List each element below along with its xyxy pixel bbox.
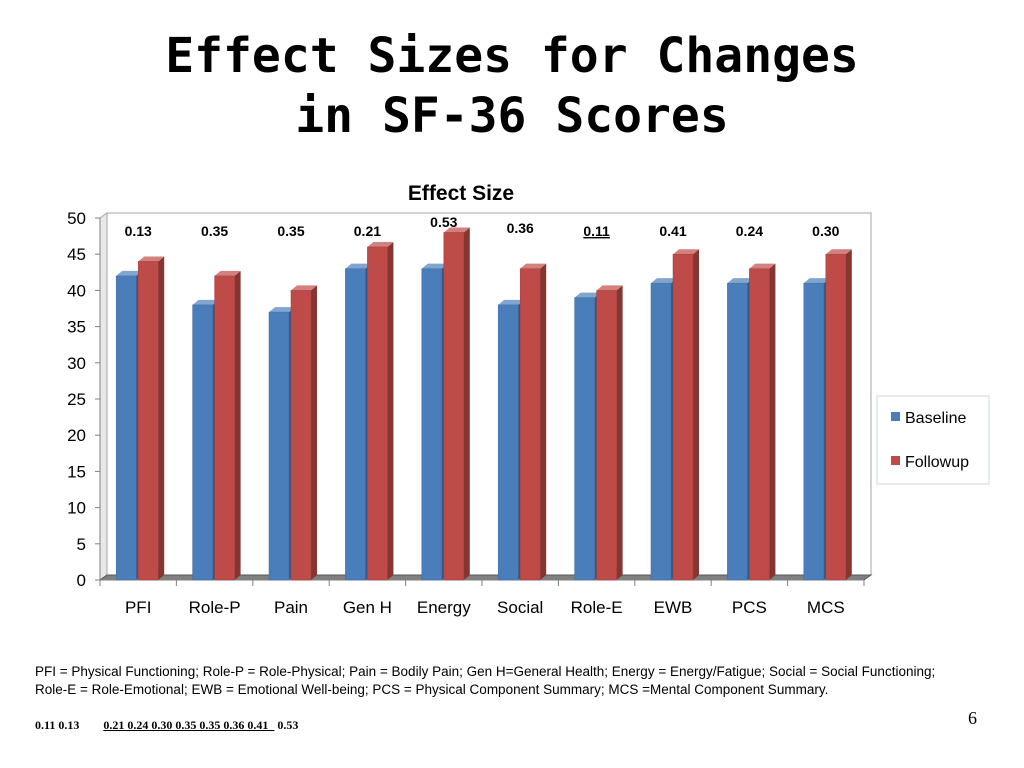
y-tick-label: 25: [67, 390, 86, 409]
footnote: PFI = Physical Functioning; Role-P = Rol…: [35, 664, 936, 697]
bar-top: [825, 249, 852, 255]
x-tick-label: Energy: [417, 598, 471, 617]
bar-followup: [367, 246, 388, 581]
slide-title-line-2: in SF-36 Scores: [295, 88, 729, 144]
bar-top: [138, 256, 165, 262]
effect-size-label: 0.35: [277, 223, 304, 239]
effect-size-label: 0.53: [430, 214, 457, 230]
bar-top: [192, 299, 219, 305]
bar-top: [749, 263, 776, 269]
effect-size-sorted-b: 0.21 0.24 0.30 0.35 0.35 0.36 0.41: [103, 718, 269, 732]
x-tick-label: Gen H: [343, 598, 392, 617]
bar-followup: [596, 290, 617, 581]
bar-baseline: [115, 275, 137, 581]
y-tick-label: 45: [67, 245, 86, 264]
effect-size-sorted-c: 0.53: [277, 718, 299, 732]
bar-top: [727, 278, 754, 284]
bar-followup: [214, 275, 235, 581]
bar-baseline: [727, 282, 748, 581]
bar-followup: [290, 290, 312, 581]
y-tick-label: 50: [67, 209, 86, 228]
bar-top: [498, 299, 525, 305]
slide-title-line-1: Effect Sizes for Changes: [165, 28, 859, 84]
bar-side: [845, 249, 852, 580]
bar-baseline: [345, 268, 366, 581]
bar-top: [269, 307, 295, 313]
bar-side: [387, 241, 394, 580]
effect-size-label: 0.21: [354, 223, 381, 239]
x-tick-label: Role-P: [189, 598, 241, 617]
bar-baseline: [268, 311, 290, 581]
chart-side-wall: [99, 212, 108, 581]
legend-swatch-baseline: [891, 412, 900, 421]
legend-label-baseline: Baseline: [905, 410, 966, 427]
effect-size-label: 0.30: [812, 223, 839, 239]
bar-side: [311, 285, 317, 580]
bar-top: [803, 278, 830, 284]
bar-top: [291, 285, 317, 291]
bar-followup: [137, 261, 159, 581]
bar-side: [769, 263, 776, 580]
x-tick-label: EWB: [654, 598, 693, 617]
bar-side: [693, 249, 699, 580]
effect-size-label: 0.35: [201, 223, 228, 239]
bar-baseline: [497, 304, 519, 581]
page-number: 6: [968, 708, 977, 728]
bar-baseline: [574, 297, 595, 581]
bar-followup: [825, 253, 847, 581]
effect-size-label: 0.41: [659, 223, 686, 239]
effect-size-label: 0.11: [583, 223, 610, 239]
bar-side: [234, 270, 241, 580]
effect-size-bar-chart: 0 5 10 15 20 25 30 35 40 45 50 PFI 0.13 Role-P 0.35 Pai…: [67, 182, 990, 617]
bar-top: [673, 249, 699, 255]
effect-size-label: 0.24: [736, 223, 763, 239]
effect-size-sorted-line: 0.11 0.13 0.21 0.24 0.30 0.35 0.35 0.36 …: [35, 718, 298, 733]
x-tick-label: Pain: [274, 598, 308, 617]
effect-size-label: 0.13: [125, 223, 152, 239]
effect-size-sorted-a: 0.11 0.13: [35, 718, 80, 732]
bar-top: [421, 263, 448, 269]
y-tick-label: 15: [67, 462, 86, 481]
y-tick-label: 0: [77, 571, 86, 590]
x-tick-label: MCS: [807, 598, 845, 617]
y-tick-label: 30: [67, 354, 86, 373]
bar-top: [574, 292, 601, 298]
bar-top: [596, 285, 623, 291]
bar-side: [158, 256, 165, 580]
legend-swatch-followup: [891, 456, 900, 465]
bar-baseline: [650, 282, 672, 581]
bar-top: [443, 227, 470, 233]
bar-top: [520, 263, 547, 269]
bar-side: [463, 227, 470, 581]
bar-followup: [749, 268, 770, 581]
legend-box: [876, 395, 990, 485]
bar-top: [345, 263, 372, 269]
bar-followup: [443, 232, 465, 581]
bar-side: [616, 285, 623, 580]
bar-top: [651, 278, 677, 284]
bar-top: [116, 270, 143, 276]
bar-baseline: [803, 282, 825, 581]
x-tick-label: Role-E: [571, 598, 623, 617]
x-tick-label: PCS: [732, 598, 767, 617]
y-tick-label: 20: [67, 426, 86, 445]
y-tick-label: 40: [67, 281, 86, 300]
bar-followup: [519, 268, 541, 581]
bar-top: [214, 270, 241, 276]
y-tick-label: 10: [67, 499, 86, 518]
bar-side: [540, 263, 547, 580]
effect-size-label: 0.36: [507, 220, 534, 236]
bar-baseline: [192, 304, 213, 581]
x-tick-label: Social: [497, 598, 543, 617]
chart-title: Effect Size: [408, 182, 514, 205]
bar-top: [367, 241, 394, 247]
bar-followup: [672, 253, 694, 581]
slide-title: Effect Sizes for Changes in SF-36 Scores: [0, 26, 1024, 146]
x-tick-label: PFI: [125, 598, 151, 617]
y-tick-label: 35: [67, 318, 86, 337]
bar-baseline: [421, 268, 443, 581]
legend-label-followup: Followup: [905, 454, 969, 471]
y-tick-label: 5: [77, 535, 86, 554]
